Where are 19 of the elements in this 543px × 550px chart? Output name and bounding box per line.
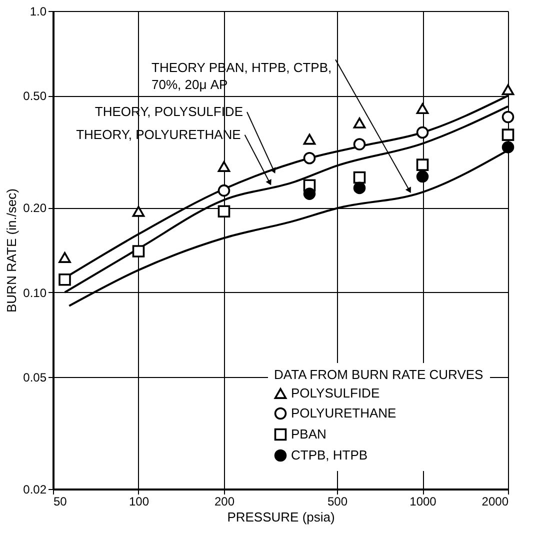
legend-title: DATA FROM BURN RATE CURVES xyxy=(274,367,484,382)
legend-label: PBAN xyxy=(291,426,326,442)
legend-label: POLYURETHANE xyxy=(291,406,397,420)
x-tick-label: 100 xyxy=(128,494,150,508)
y-tick-label: 0.50 xyxy=(23,89,47,104)
y-tick-label: 0.20 xyxy=(23,201,47,216)
x-tick-label: 1000 xyxy=(410,494,437,508)
y-tick-label: 0.10 xyxy=(23,286,47,300)
legend-label: CTPB, HTPB xyxy=(291,448,368,462)
y-tick-label: 1.0 xyxy=(30,4,47,18)
legend-label: POLYSULFIDE xyxy=(291,386,380,400)
x-tick-label: 500 xyxy=(327,494,348,508)
y-tick-label: 0.05 xyxy=(23,370,47,385)
y-tick-label: 0.02 xyxy=(23,482,47,496)
x-tick-label: 200 xyxy=(214,494,235,508)
x-axis-title: PRESSURE (psia) xyxy=(227,510,335,524)
x-tick-label: 50 xyxy=(54,494,68,508)
x-tick-label: 2000 xyxy=(482,494,509,508)
y-axis-title: BURN RATE (in./sec) xyxy=(4,188,20,312)
